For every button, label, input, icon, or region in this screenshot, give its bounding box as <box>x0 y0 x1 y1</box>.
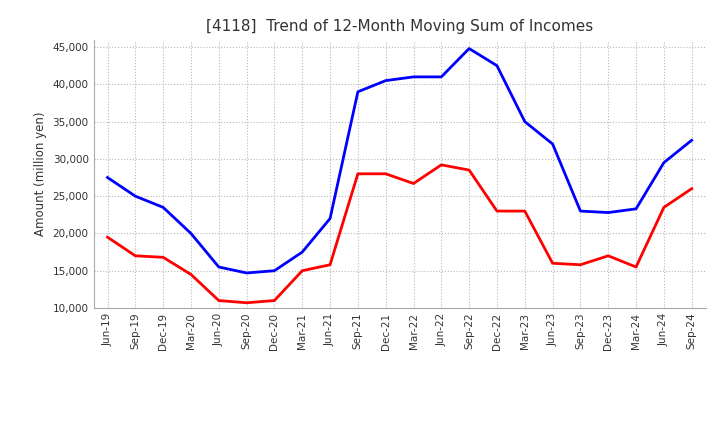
Net Income <box>270 298 279 303</box>
Title: [4118]  Trend of 12-Month Moving Sum of Incomes: [4118] Trend of 12-Month Moving Sum of I… <box>206 19 593 34</box>
Ordinary Income <box>631 206 640 212</box>
Net Income <box>631 264 640 270</box>
Ordinary Income <box>576 209 585 214</box>
Net Income <box>604 253 613 258</box>
Y-axis label: Amount (million yen): Amount (million yen) <box>34 112 47 236</box>
Ordinary Income <box>465 46 474 51</box>
Net Income <box>159 255 168 260</box>
Ordinary Income <box>131 194 140 199</box>
Net Income <box>688 186 696 191</box>
Ordinary Income <box>492 63 501 68</box>
Net Income <box>492 209 501 214</box>
Ordinary Income <box>186 231 195 236</box>
Ordinary Income <box>409 74 418 80</box>
Net Income <box>521 209 529 214</box>
Ordinary Income <box>270 268 279 273</box>
Ordinary Income <box>604 210 613 215</box>
Net Income <box>549 260 557 266</box>
Net Income <box>437 162 446 168</box>
Ordinary Income <box>521 119 529 124</box>
Ordinary Income <box>215 264 223 270</box>
Net Income <box>186 272 195 277</box>
Ordinary Income <box>325 216 334 221</box>
Net Income <box>298 268 307 273</box>
Net Income <box>576 262 585 268</box>
Net Income <box>325 262 334 268</box>
Net Income <box>409 181 418 186</box>
Ordinary Income <box>437 74 446 80</box>
Ordinary Income <box>688 138 696 143</box>
Ordinary Income <box>660 160 668 165</box>
Ordinary Income <box>382 78 390 83</box>
Net Income <box>660 205 668 210</box>
Net Income <box>465 168 474 173</box>
Ordinary Income <box>354 89 362 95</box>
Net Income <box>215 298 223 303</box>
Line: Net Income: Net Income <box>107 165 692 303</box>
Ordinary Income <box>242 270 251 275</box>
Net Income <box>131 253 140 258</box>
Net Income <box>242 300 251 305</box>
Net Income <box>382 171 390 176</box>
Ordinary Income <box>159 205 168 210</box>
Ordinary Income <box>298 249 307 255</box>
Net Income <box>103 235 112 240</box>
Net Income <box>354 171 362 176</box>
Ordinary Income <box>549 141 557 147</box>
Ordinary Income <box>103 175 112 180</box>
Line: Ordinary Income: Ordinary Income <box>107 48 692 273</box>
